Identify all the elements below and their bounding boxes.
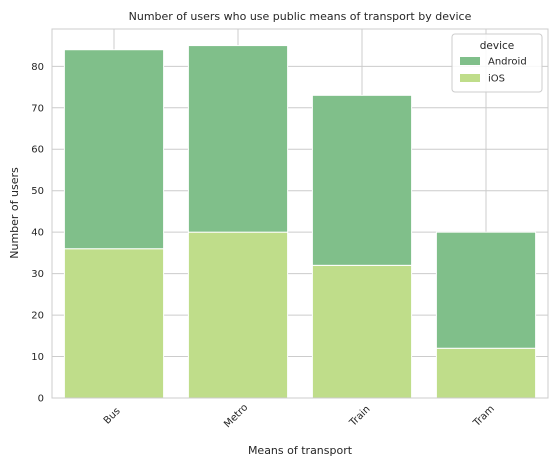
plot-frame	[51, 28, 549, 399]
x-axis-label: Means of transport	[248, 444, 353, 457]
y-tick-label: 80	[31, 62, 44, 73]
bar-android-tram	[435, 231, 537, 349]
bars	[63, 45, 537, 399]
y-axis-label: Number of users	[8, 167, 21, 259]
legend: device Android iOS	[451, 33, 543, 93]
bar-ios-tram	[435, 347, 537, 399]
y-tick-label: 0	[38, 394, 44, 405]
y-tick-label: 60	[31, 145, 44, 156]
y-tick-label: 40	[31, 228, 44, 239]
bar-android-train	[311, 94, 413, 266]
legend-label-ios: iOS	[488, 74, 505, 85]
bar-android-metro	[187, 45, 289, 233]
legend-label-android: Android	[488, 57, 527, 68]
y-tick-label: 20	[31, 311, 44, 322]
legend-swatch-android	[460, 57, 480, 65]
legend-swatch-ios	[460, 74, 480, 82]
y-tick-label: 30	[31, 269, 44, 280]
y-tick-label: 10	[31, 352, 44, 363]
y-tick-label: 70	[31, 103, 44, 114]
chart-title: Number of users who use public means of …	[129, 10, 472, 23]
bar-android-bus	[63, 49, 165, 250]
legend-title: device	[480, 40, 515, 52]
bar-ios-metro	[187, 231, 289, 399]
bar-ios-train	[311, 264, 413, 399]
y-tick-label: 50	[31, 186, 44, 197]
bar-ios-bus	[63, 248, 165, 399]
y-tick-labels: 0 10 20 30 40 50 60 70 80	[31, 62, 44, 405]
